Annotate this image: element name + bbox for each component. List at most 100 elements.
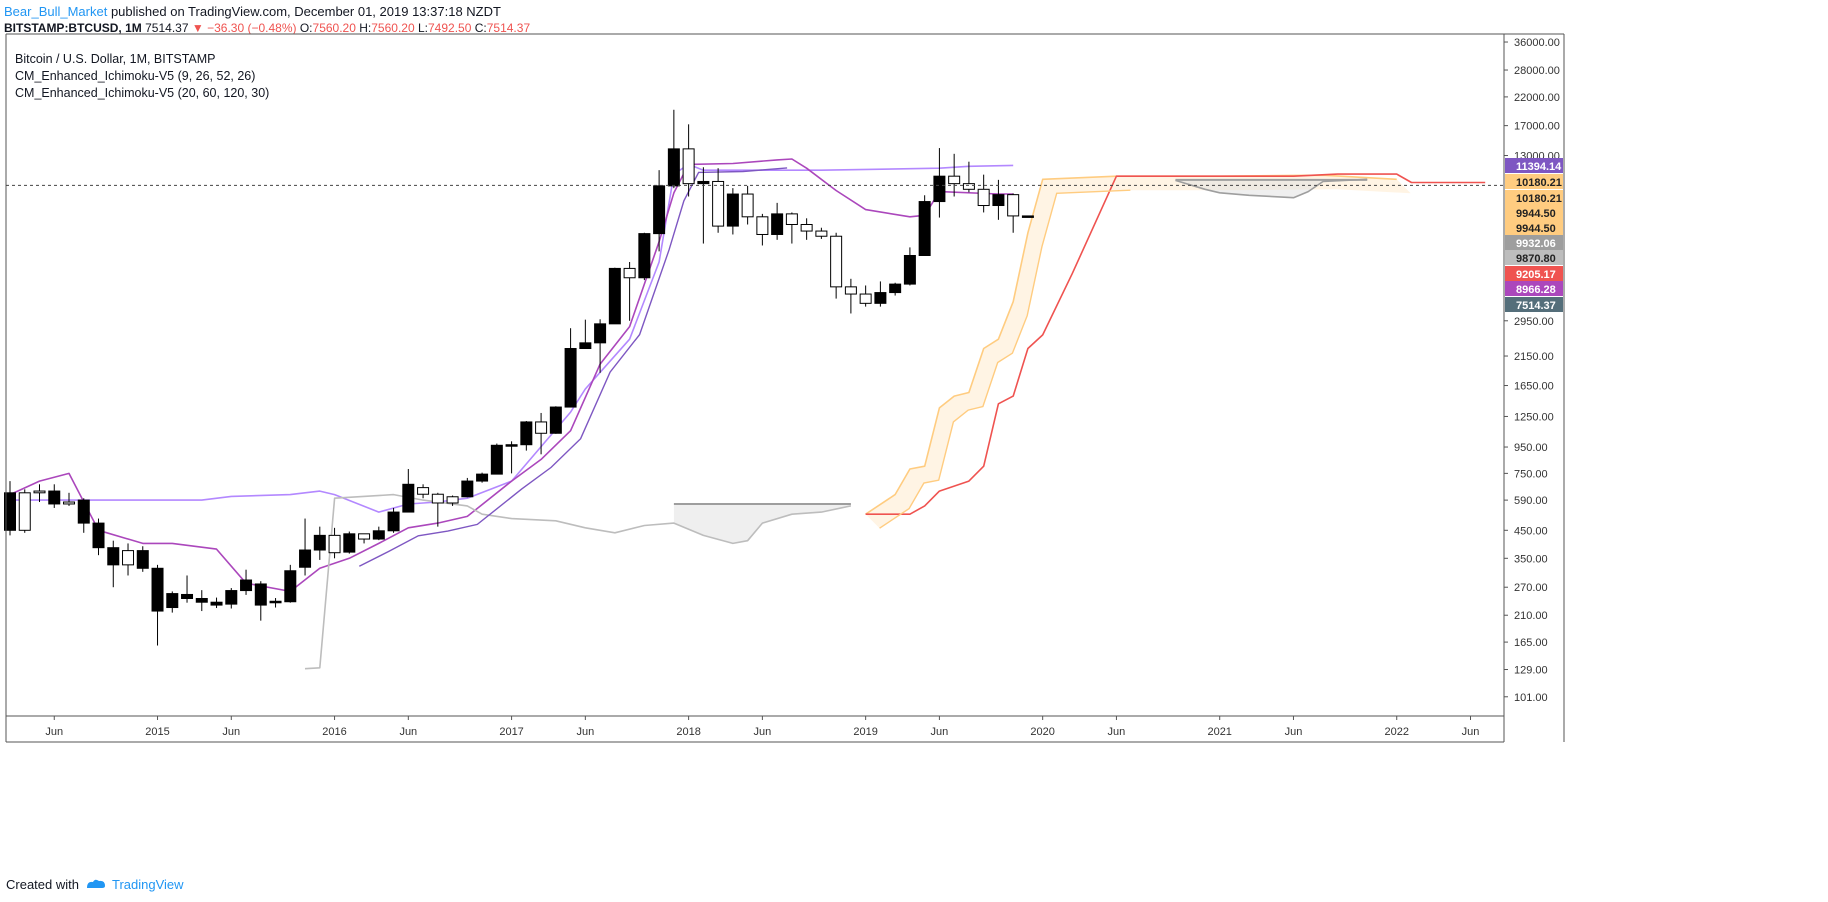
x-tick-label: 2022 (1384, 726, 1408, 738)
candle-body (313, 534, 326, 551)
candle-body (269, 600, 282, 604)
lagging-span (304, 493, 852, 670)
candle (815, 227, 828, 239)
candle-body (254, 583, 267, 606)
legend-indicator-2[interactable]: CM_Enhanced_Ichimoku-V5 (20, 60, 120, 30… (15, 86, 270, 100)
legend-indicator-1[interactable]: CM_Enhanced_Ichimoku-V5 (9, 26, 52, 26) (15, 69, 256, 83)
candle-body (594, 323, 607, 344)
candle-body (417, 487, 430, 495)
candle-body (4, 492, 16, 531)
publish-header: Bear_Bull_Market published on TradingVie… (4, 3, 501, 21)
candle-body (962, 183, 975, 190)
x-tick-label: 2015 (145, 726, 169, 738)
y-tick-label: 2150.00 (1514, 351, 1554, 363)
candle-body (358, 533, 371, 540)
price-label-text: 11394.14 (1516, 161, 1562, 173)
candle (653, 170, 666, 252)
price-label-badge (1505, 266, 1563, 281)
low-value: 7492.50 (428, 21, 472, 35)
candle-body (903, 254, 916, 285)
candle (1021, 215, 1034, 218)
y-tick-label: 101.00 (1514, 692, 1548, 704)
open-value: 7560.20 (312, 21, 356, 35)
low-label: L: (417, 21, 428, 35)
candle (476, 472, 489, 483)
candle (948, 153, 961, 197)
y-tick-label: 210.00 (1514, 610, 1548, 622)
candle-body (977, 188, 990, 207)
candle (549, 406, 562, 434)
candle-body (1007, 194, 1020, 217)
candle (535, 412, 548, 455)
candle-body (151, 567, 164, 612)
candle-body (461, 480, 474, 498)
candle-body (712, 180, 725, 227)
legend-title: Bitcoin / U.S. Dollar, 1M, BITSTAMP (15, 52, 216, 66)
author-link[interactable]: Bear_Bull_Market (4, 4, 108, 19)
candle (594, 319, 607, 373)
candle-body (564, 348, 577, 408)
created-with: Created with (6, 877, 79, 892)
candle-body (387, 511, 400, 532)
candle (33, 484, 46, 503)
candle-body (623, 267, 636, 279)
price-label-text: 7514.37 (1516, 300, 1556, 312)
kumo-orange-fill (865, 175, 1411, 529)
candle-body (77, 499, 90, 524)
candle-body (859, 293, 872, 304)
candle (151, 564, 164, 646)
x-tick-label: 2019 (853, 726, 877, 738)
candle-body (771, 213, 784, 235)
y-tick-label: 350.00 (1514, 553, 1548, 565)
candle-body (431, 493, 444, 504)
candle-body (343, 533, 356, 553)
candle (343, 531, 356, 554)
kumo-gray-fill (673, 504, 851, 544)
candle (992, 179, 1005, 220)
candle (874, 281, 887, 307)
candle (92, 518, 105, 556)
candle (358, 533, 371, 544)
leading-span-b (865, 173, 1486, 515)
candle-body (918, 201, 931, 256)
candle (402, 469, 415, 513)
x-tick-label: Jun (222, 726, 240, 738)
candle (77, 498, 90, 533)
price-label-text: 9870.80 (1516, 253, 1556, 265)
candle-body (667, 148, 680, 187)
future-cloud-lower (1175, 178, 1368, 199)
down-arrow-icon: ▼ (191, 21, 204, 35)
candle (903, 247, 916, 286)
candle (918, 195, 931, 256)
candle-body (756, 216, 769, 235)
candle (63, 492, 76, 506)
price-label-text: 9932.06 (1516, 238, 1556, 250)
candle (520, 421, 533, 451)
y-tick-label: 750.00 (1514, 468, 1548, 480)
candle (269, 598, 282, 608)
y-tick-label: 270.00 (1514, 582, 1548, 594)
candle (254, 581, 267, 621)
y-tick-label: 28000.00 (1514, 65, 1560, 77)
publish-info: published on TradingView.com, December 0… (110, 4, 501, 19)
candle (741, 185, 754, 225)
candle-body (446, 496, 459, 504)
price-label-badge (1505, 158, 1563, 173)
candle (328, 527, 341, 559)
candle (136, 546, 149, 572)
candle (564, 328, 577, 408)
candle (638, 232, 651, 281)
candle-body (520, 421, 533, 446)
x-tick-label: 2020 (1030, 726, 1054, 738)
candle (712, 168, 725, 233)
candle-body (830, 235, 843, 288)
candle (181, 575, 194, 603)
price-label-badge (1505, 250, 1563, 265)
price-label-badge (1505, 205, 1563, 220)
tradingview-logo-icon (86, 879, 105, 888)
candle-body (653, 185, 666, 235)
candle (505, 441, 518, 474)
price-label-badge (1505, 235, 1563, 250)
tradingview-link[interactable]: TradingView (112, 877, 184, 892)
